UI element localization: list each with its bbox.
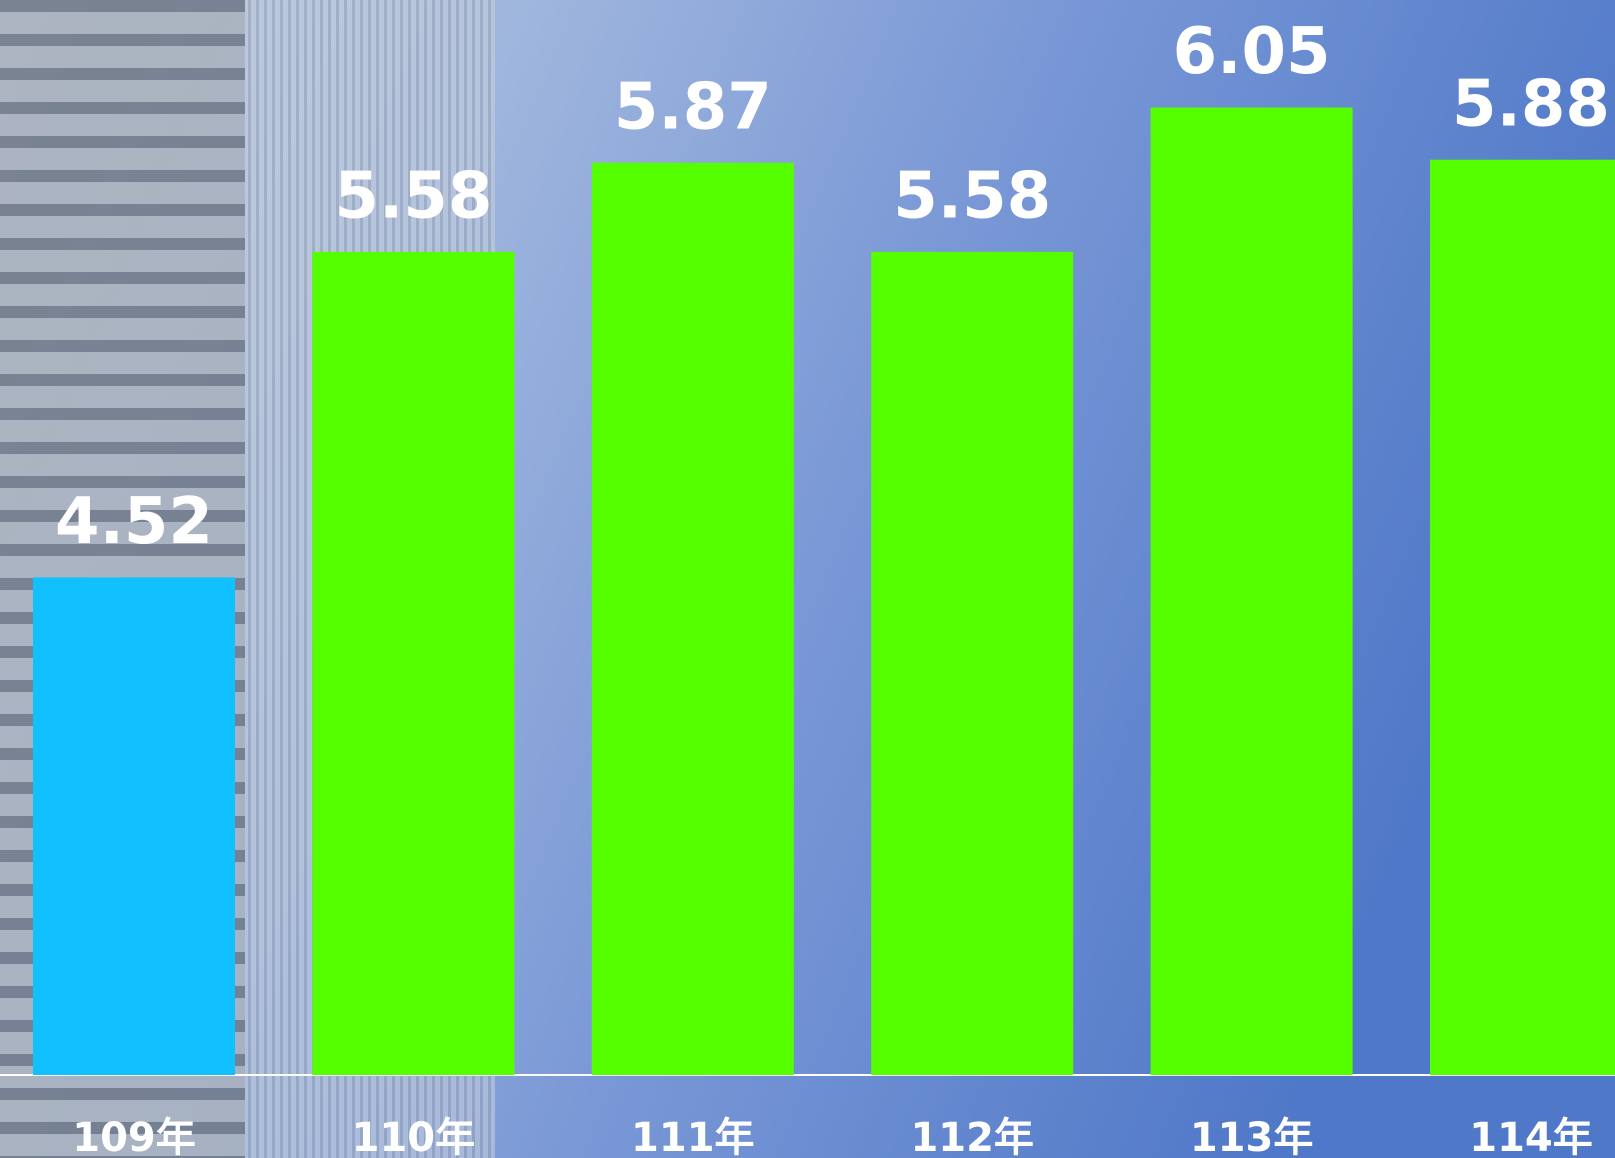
bar <box>312 251 515 1075</box>
bar <box>591 162 794 1076</box>
value-label: 6.05 <box>1173 15 1331 89</box>
x-tick-label: 110年 <box>352 1115 476 1158</box>
bar <box>871 251 1074 1075</box>
value-label: 5.88 <box>1452 67 1610 141</box>
x-tick-label: 112年 <box>910 1115 1034 1158</box>
x-tick-label: 113年 <box>1190 1115 1314 1158</box>
bar <box>33 577 235 1075</box>
value-label: 5.87 <box>614 70 772 144</box>
bar <box>1430 159 1615 1075</box>
x-tick-label: 114年 <box>1469 1115 1593 1158</box>
value-label: 5.58 <box>893 159 1051 233</box>
bar <box>1150 107 1353 1075</box>
value-label: 4.52 <box>55 485 213 559</box>
x-tick-label: 111年 <box>631 1115 755 1158</box>
x-tick-label: 109年 <box>72 1115 196 1158</box>
value-label: 5.58 <box>334 159 492 233</box>
